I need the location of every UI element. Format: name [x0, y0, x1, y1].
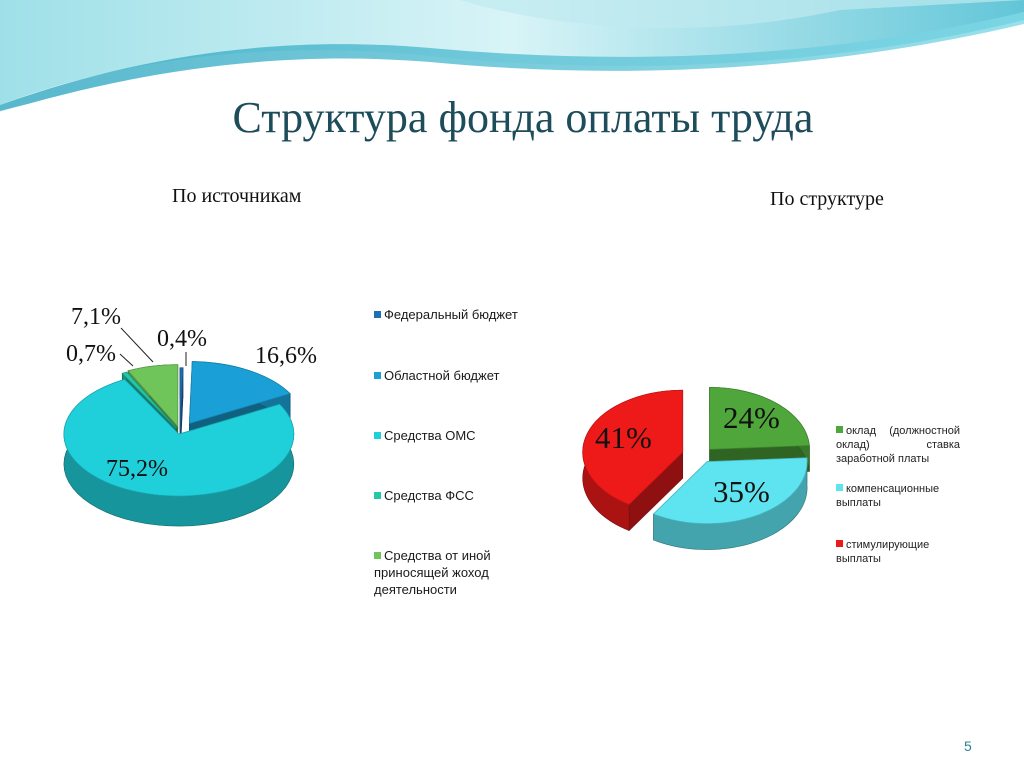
legend-swatch	[374, 372, 381, 379]
legend-item-compensation: компенсационные выплаты	[836, 482, 960, 510]
legend-label: оклад (должностной оклад) ставка заработ…	[836, 425, 960, 465]
legend-label: Средства от иной приносящей жоход деятел…	[374, 548, 491, 597]
legend-item-salary: оклад (должностной оклад) ставка заработ…	[836, 424, 960, 466]
pie2-label-incentive: 41%	[595, 420, 652, 455]
page-number: 5	[964, 738, 972, 754]
legend-label: Областной бюджет	[384, 368, 500, 383]
legend-item-regional: Областной бюджет	[374, 367, 549, 384]
pie2-label-compensation: 35%	[713, 474, 770, 509]
legend-label: Средства ФСС	[384, 488, 474, 503]
legend-label: Федеральный бюджет	[384, 307, 518, 322]
legend-label: стимулирующие выплаты	[836, 539, 930, 565]
legend-label: Средства ОМС	[384, 428, 476, 443]
legend-item-fss: Средства ФСС	[374, 487, 549, 504]
pie1-label-regional: 16,6%	[255, 343, 317, 369]
leader-line-7-1	[120, 327, 154, 363]
legend-item-oms: Средства ОМС	[374, 427, 549, 444]
legend-item-federal: Федеральный бюджет	[374, 306, 549, 323]
pie1-label-fss: 0,7%	[66, 341, 116, 367]
legend-swatch	[374, 492, 381, 499]
legend-swatch	[836, 484, 843, 491]
legend-item-incentive: стимулирующие выплаты	[836, 538, 960, 566]
legend-swatch	[374, 311, 381, 318]
chart-structure-subtitle: По структуре	[770, 188, 884, 210]
legend-swatch	[374, 432, 381, 439]
pie-slice-2	[582, 389, 684, 532]
leader-line-0-7	[119, 353, 134, 367]
chart-sources-subtitle: По источникам	[172, 185, 302, 207]
pie-chart-sources	[63, 361, 295, 527]
legend-item-other-income: Средства от иной приносящей жоход деятел…	[374, 547, 549, 598]
legend-swatch	[836, 540, 843, 547]
legend-label: компенсационные выплаты	[836, 483, 940, 509]
page-title: Структура фонда оплаты труда	[232, 93, 814, 142]
legend-swatch	[836, 426, 843, 433]
header-waves-decoration	[0, 0, 1024, 113]
pie-chart-structure	[582, 386, 810, 550]
pie1-label-oms: 75,2%	[106, 456, 168, 482]
pie2-label-salary: 24%	[723, 400, 780, 435]
pie1-label-other-income: 7,1%	[71, 304, 121, 330]
pie-slice-2	[63, 378, 295, 527]
legend-swatch	[374, 552, 381, 559]
pie1-label-federal: 0,4%	[157, 326, 207, 352]
pie-slice-1	[652, 457, 808, 550]
